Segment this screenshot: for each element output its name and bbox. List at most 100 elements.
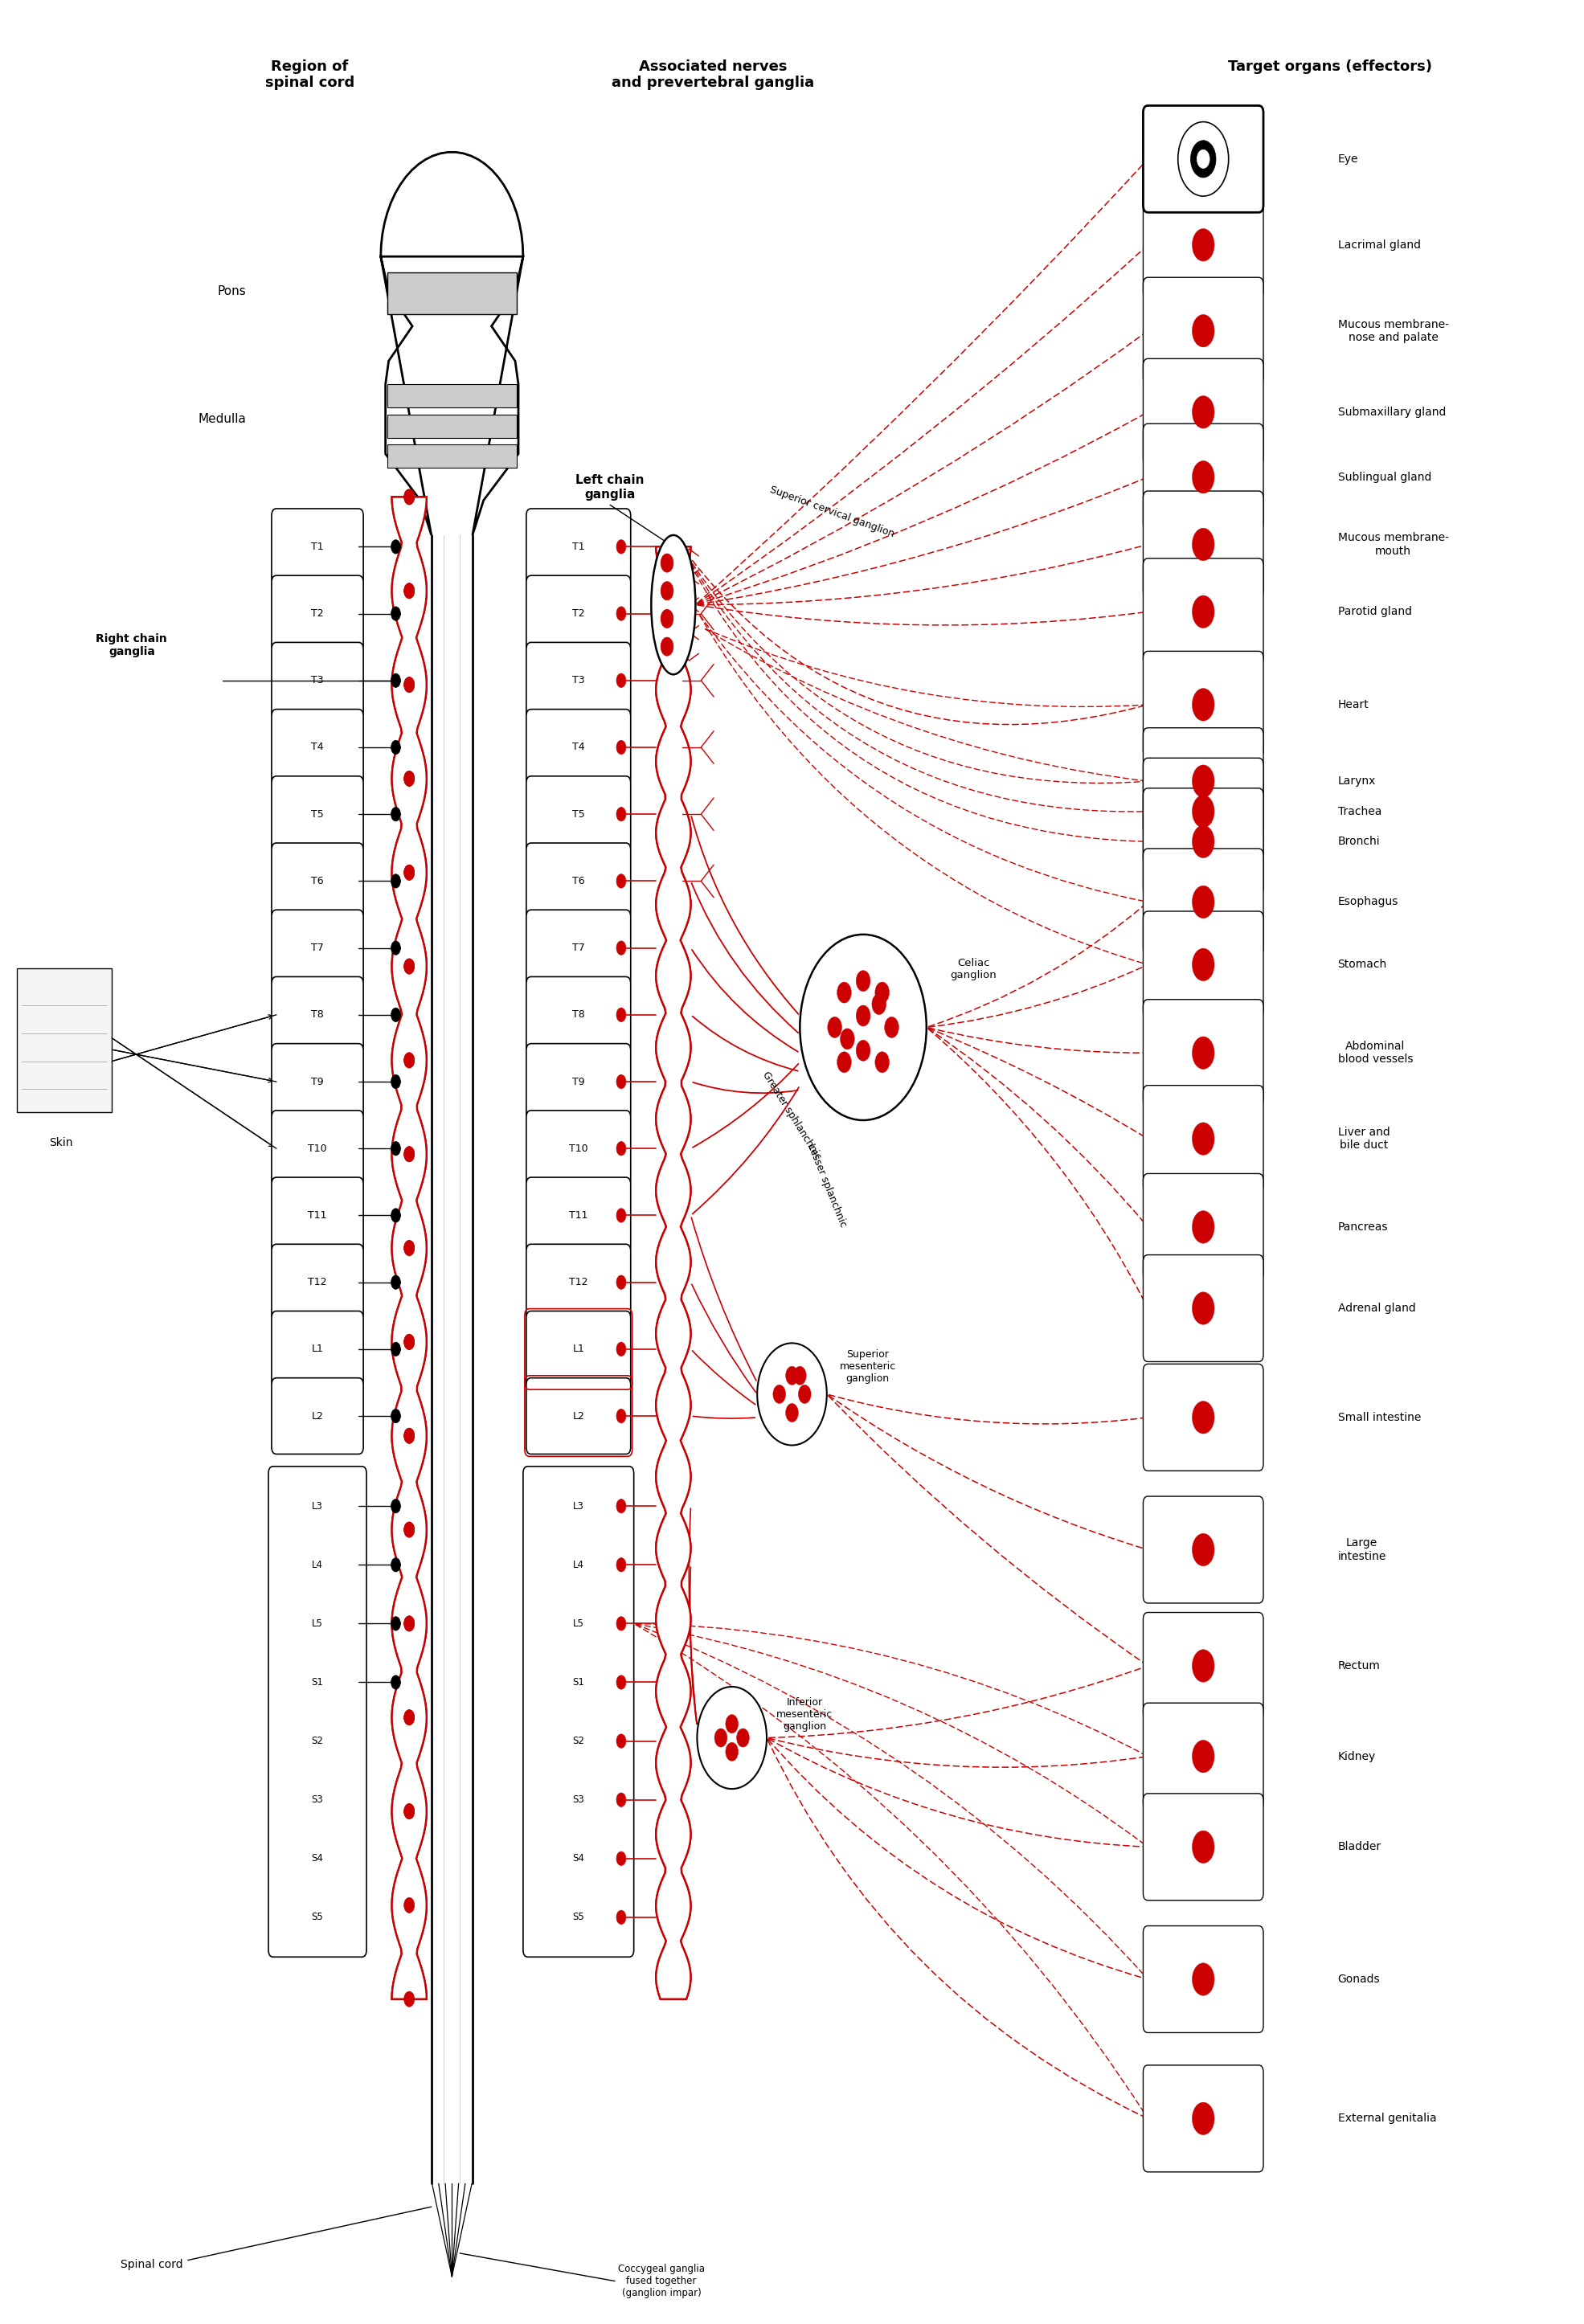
Circle shape: [404, 1146, 415, 1162]
Circle shape: [1193, 1964, 1215, 1996]
Circle shape: [616, 1141, 626, 1155]
Text: L2: L2: [572, 1411, 584, 1422]
FancyBboxPatch shape: [271, 1178, 363, 1253]
Circle shape: [391, 941, 401, 955]
Circle shape: [616, 941, 626, 955]
Circle shape: [616, 1276, 626, 1290]
FancyBboxPatch shape: [1144, 1927, 1264, 2034]
Text: Submaxillary gland: Submaxillary gland: [1338, 407, 1446, 418]
Circle shape: [1193, 688, 1215, 720]
Text: T12: T12: [307, 1278, 326, 1287]
Text: Superior cervical ganglion: Superior cervical ganglion: [768, 483, 895, 539]
Circle shape: [404, 1615, 415, 1631]
FancyBboxPatch shape: [271, 509, 363, 586]
Circle shape: [404, 772, 415, 786]
Circle shape: [855, 1006, 870, 1027]
FancyBboxPatch shape: [1144, 558, 1264, 665]
Circle shape: [404, 490, 415, 504]
Circle shape: [404, 1146, 415, 1162]
Circle shape: [1193, 1534, 1215, 1566]
Circle shape: [404, 1241, 415, 1255]
Text: Region of
spinal cord: Region of spinal cord: [265, 58, 355, 91]
Circle shape: [874, 1053, 889, 1074]
FancyBboxPatch shape: [271, 576, 363, 651]
Polygon shape: [386, 383, 516, 407]
Circle shape: [404, 583, 415, 600]
Text: L3: L3: [573, 1501, 584, 1511]
Circle shape: [391, 1557, 401, 1571]
Circle shape: [1193, 142, 1215, 174]
FancyBboxPatch shape: [1144, 1497, 1264, 1604]
Text: T5: T5: [310, 809, 323, 820]
Circle shape: [884, 1018, 898, 1039]
FancyBboxPatch shape: [271, 844, 363, 920]
FancyBboxPatch shape: [526, 776, 630, 853]
Circle shape: [404, 865, 415, 881]
Circle shape: [391, 1141, 401, 1155]
Text: Sublingual gland: Sublingual gland: [1338, 472, 1432, 483]
Circle shape: [616, 741, 626, 755]
Circle shape: [1193, 825, 1215, 858]
Text: T1: T1: [310, 541, 323, 553]
Circle shape: [404, 1334, 415, 1350]
Circle shape: [1193, 1741, 1215, 1773]
Ellipse shape: [651, 535, 695, 674]
Circle shape: [616, 607, 626, 621]
Text: Small intestine: Small intestine: [1338, 1411, 1421, 1422]
Polygon shape: [656, 546, 691, 1999]
Text: Bronchi: Bronchi: [1338, 837, 1380, 848]
FancyBboxPatch shape: [526, 976, 630, 1053]
Circle shape: [404, 865, 415, 881]
Circle shape: [1193, 795, 1215, 827]
Text: T4: T4: [572, 741, 584, 753]
FancyBboxPatch shape: [271, 776, 363, 853]
Circle shape: [616, 1618, 626, 1631]
Polygon shape: [386, 272, 516, 314]
Circle shape: [391, 1208, 401, 1222]
Text: Medulla: Medulla: [198, 414, 246, 425]
Text: S1: S1: [312, 1678, 323, 1687]
Circle shape: [800, 934, 927, 1120]
Circle shape: [786, 1404, 798, 1422]
Text: T3: T3: [310, 676, 323, 686]
Text: Large
intestine: Large intestine: [1338, 1538, 1386, 1562]
Circle shape: [391, 539, 401, 553]
Text: L4: L4: [573, 1559, 584, 1571]
FancyBboxPatch shape: [1144, 277, 1264, 383]
Text: Skin: Skin: [49, 1136, 73, 1148]
FancyBboxPatch shape: [271, 911, 363, 985]
Text: L5: L5: [312, 1618, 323, 1629]
Circle shape: [404, 1899, 415, 1913]
Text: Adrenal gland: Adrenal gland: [1338, 1304, 1416, 1313]
Circle shape: [404, 1334, 415, 1350]
Text: T3: T3: [572, 676, 584, 686]
Polygon shape: [386, 414, 516, 437]
Text: T8: T8: [310, 1009, 323, 1020]
Text: L3: L3: [312, 1501, 323, 1511]
Circle shape: [404, 1429, 415, 1443]
Text: T1: T1: [572, 541, 584, 553]
Circle shape: [773, 1385, 786, 1404]
Circle shape: [404, 1522, 415, 1538]
Circle shape: [616, 1792, 626, 1806]
Text: S3: S3: [572, 1794, 584, 1806]
Text: Eye: Eye: [1338, 153, 1357, 165]
FancyBboxPatch shape: [1144, 2066, 1264, 2173]
Text: T5: T5: [572, 809, 584, 820]
FancyBboxPatch shape: [1144, 1794, 1264, 1901]
Circle shape: [616, 1343, 626, 1357]
Text: L1: L1: [572, 1343, 584, 1355]
Text: S5: S5: [572, 1913, 584, 1922]
FancyBboxPatch shape: [271, 976, 363, 1053]
Bar: [17, 969, 112, 1113]
Circle shape: [874, 983, 889, 1004]
Text: T9: T9: [572, 1076, 584, 1088]
Text: T8: T8: [572, 1009, 584, 1020]
Text: Pancreas: Pancreas: [1338, 1222, 1388, 1232]
FancyBboxPatch shape: [1144, 788, 1264, 895]
Text: S2: S2: [312, 1736, 323, 1745]
Circle shape: [1178, 121, 1229, 195]
FancyBboxPatch shape: [1144, 105, 1264, 211]
Circle shape: [737, 1729, 749, 1748]
Circle shape: [798, 1385, 811, 1404]
